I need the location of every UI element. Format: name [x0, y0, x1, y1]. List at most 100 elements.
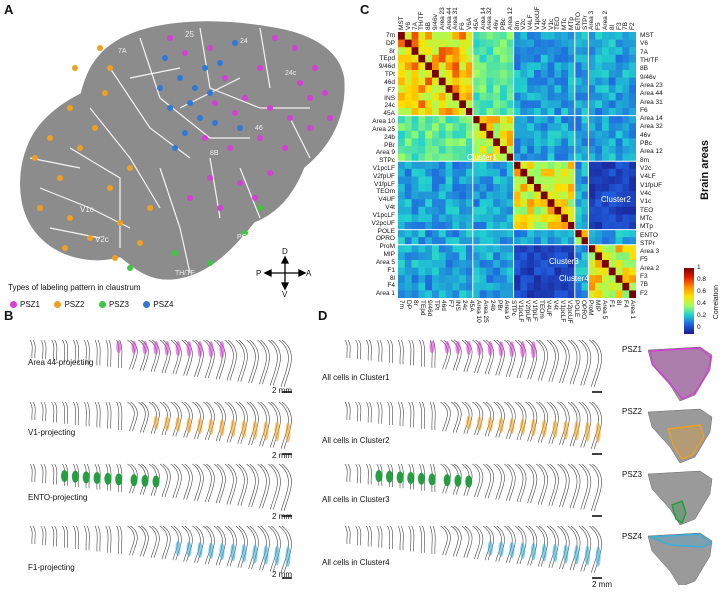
heatmap-cell	[493, 92, 501, 101]
heatmap-cell	[513, 168, 521, 177]
heatmap-cell	[452, 267, 460, 276]
heatmap-cell	[479, 115, 487, 124]
heatmap-cell	[404, 244, 412, 253]
heatmap-cell	[608, 290, 616, 298]
heatmap-cell	[404, 47, 412, 56]
heatmap-cell	[588, 206, 596, 215]
slice-outline	[429, 401, 436, 431]
heatmap-cell	[574, 123, 582, 132]
heatmap-cell	[418, 138, 426, 147]
heatmap-cell	[520, 244, 528, 253]
heatmap-cell	[500, 252, 508, 261]
heatmap-cell	[595, 222, 603, 230]
heatmap-cell	[479, 184, 487, 192]
heatmap-cell	[432, 153, 440, 162]
heatmap-cell	[506, 138, 514, 147]
slice-outline	[159, 525, 171, 560]
heatmap-cell	[411, 92, 419, 101]
slice-outline	[105, 339, 112, 367]
heatmap-cell	[472, 176, 480, 185]
heatmap-cell	[493, 123, 501, 132]
heatmap-cell	[568, 47, 576, 56]
heatmap-cell	[568, 54, 576, 63]
heatmap-cell	[418, 191, 426, 200]
slice-outline	[213, 463, 226, 504]
heatmap-cell	[425, 260, 433, 268]
heatmap-cell	[438, 39, 446, 48]
heatmap-cell	[588, 100, 596, 109]
heatmap-cell	[574, 229, 582, 238]
heatmap-cell	[404, 275, 412, 284]
psz1-dot	[207, 175, 213, 181]
heatmap-cell	[534, 191, 542, 200]
heatmap-cell	[472, 184, 480, 192]
right-label: F6	[640, 106, 648, 114]
heatmap-cell	[561, 275, 569, 284]
row-label: TEpd	[379, 55, 395, 63]
heatmap-cell	[581, 275, 589, 284]
heatmap-cell	[398, 161, 406, 170]
heatmap-cell	[547, 237, 555, 246]
heatmap-cell	[459, 47, 467, 56]
heatmap-cell	[602, 62, 610, 71]
psz1-dot	[207, 45, 213, 51]
heatmap-cell	[459, 108, 467, 116]
psz2-dot	[47, 135, 53, 141]
heatmap-cell	[404, 176, 412, 185]
heatmap-cell	[574, 146, 582, 154]
psz1-dot	[222, 75, 228, 81]
slice-labeling	[444, 340, 450, 354]
heatmap-cell	[581, 229, 589, 238]
heatmap-cell	[554, 199, 562, 208]
heatmap-cell	[622, 275, 630, 284]
heatmap-cell	[608, 47, 616, 56]
heatmap-cell	[466, 222, 474, 230]
heatmap-cell	[520, 176, 528, 185]
heatmap-cell	[411, 108, 419, 116]
slice-outline	[170, 463, 182, 499]
slice-labeling	[116, 340, 122, 354]
heatmap-cell	[547, 244, 555, 253]
slice-outline	[419, 401, 425, 429]
slice-outline	[51, 525, 58, 547]
heatmap-cell	[608, 85, 616, 94]
heatmap-cell	[540, 77, 548, 86]
right-label: V1fpUF	[640, 181, 663, 189]
heatmap-cell	[534, 222, 542, 230]
heatmap-cell	[554, 85, 562, 94]
heatmap-cell	[629, 267, 636, 276]
heatmap-cell	[486, 282, 494, 291]
slice-outline	[51, 339, 58, 361]
slice-labeling	[164, 416, 170, 431]
heatmap-cell	[418, 123, 426, 132]
heatmap-cell	[472, 161, 480, 170]
heatmap-cell	[472, 214, 480, 223]
heatmap-cell	[568, 123, 576, 132]
heatmap-cell	[513, 153, 521, 162]
heatmap-cell	[411, 206, 419, 215]
heatmap-cell	[411, 138, 419, 147]
heatmap-cell	[615, 70, 623, 78]
heatmap-cell	[602, 222, 610, 230]
heatmap-cell	[404, 199, 412, 208]
heatmap-cell	[574, 161, 582, 170]
heatmap-cell	[527, 191, 535, 200]
heatmap-cell	[527, 32, 535, 40]
heatmap-cell	[608, 70, 616, 78]
heatmap-cell	[588, 108, 596, 116]
slice-outline	[83, 525, 90, 551]
slice-labeling	[186, 417, 192, 433]
heatmap-cell	[629, 92, 636, 101]
heatmap-cell	[574, 32, 582, 40]
row-label: 9/46d	[378, 63, 395, 71]
heatmap-cell	[615, 92, 623, 101]
slice-outline	[257, 339, 270, 385]
scale-bar-d: 2 mm	[592, 580, 612, 589]
heatmap-cell	[432, 138, 440, 147]
heatmap-cell	[547, 222, 555, 230]
heatmap-cell	[432, 70, 440, 78]
psz4-dot	[162, 55, 168, 61]
psz4-dot	[187, 100, 193, 106]
heatmap-cell	[398, 260, 406, 268]
heatmap-cell	[452, 199, 460, 208]
